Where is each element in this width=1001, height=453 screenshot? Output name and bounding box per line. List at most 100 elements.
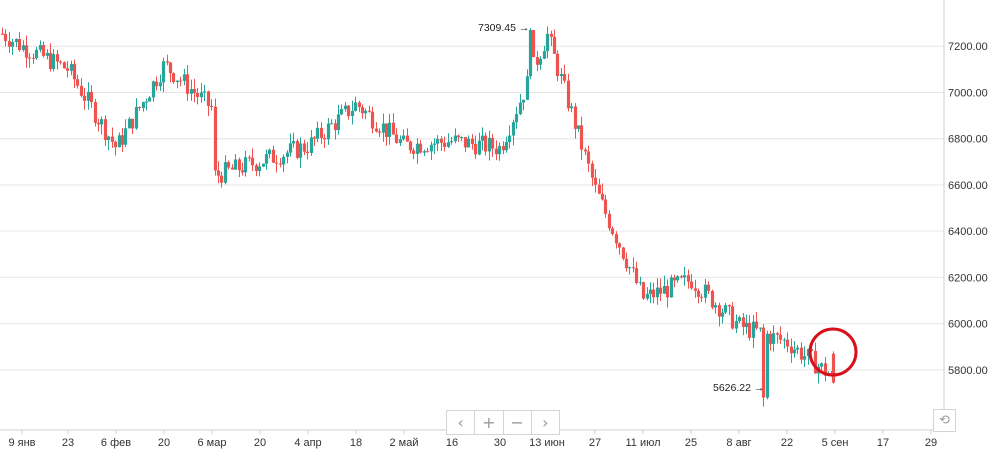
candle-body	[607, 213, 612, 229]
candle-body	[333, 123, 338, 131]
candle-body	[110, 136, 115, 142]
candle-body	[751, 321, 756, 338]
candle-body	[96, 122, 101, 125]
reset-zoom-button[interactable]: ⟲	[933, 409, 956, 432]
candle-body	[377, 131, 382, 133]
undo-icon: ⟲	[939, 413, 950, 428]
candle-body	[322, 137, 327, 140]
candle-body	[360, 107, 365, 114]
candle-body	[600, 193, 605, 200]
candle-body	[662, 285, 667, 294]
candle-body	[130, 118, 135, 129]
candle-body	[144, 101, 149, 103]
candle-body	[665, 285, 670, 298]
candle-body	[398, 139, 403, 143]
candle-body	[257, 166, 262, 172]
candle-body	[494, 148, 499, 155]
candle-body	[597, 184, 602, 194]
candle-body	[154, 81, 159, 87]
candle-body	[199, 92, 204, 98]
candle-body	[117, 135, 122, 148]
x-tick-label: 6 мар	[198, 437, 227, 449]
candle-body	[264, 154, 269, 164]
candle-body	[549, 33, 554, 37]
zoom-toolbar: ‹ + − ›	[446, 410, 560, 435]
candle-body	[343, 105, 348, 110]
candle-body	[271, 149, 276, 163]
candle-body	[370, 111, 375, 129]
candle-body	[518, 102, 523, 115]
candle-body	[302, 143, 307, 152]
candle-body	[459, 137, 464, 139]
candle-body	[703, 284, 708, 298]
candle-body	[326, 123, 331, 140]
candle-body	[737, 317, 742, 322]
candle-body	[744, 322, 749, 327]
candle-body	[425, 151, 430, 153]
candle-body	[216, 170, 221, 176]
candle-body	[651, 289, 656, 298]
candle-body	[813, 350, 818, 374]
candle-body	[230, 167, 235, 170]
zoom-out-button[interactable]: −	[504, 411, 532, 434]
plus-icon: +	[482, 413, 496, 432]
candle-body	[120, 135, 125, 145]
candle-body	[531, 30, 536, 58]
scroll-left-button[interactable]: ‹	[447, 411, 476, 434]
candle-body	[374, 128, 379, 132]
candle-body	[501, 145, 506, 151]
x-tick-label: 20	[254, 437, 266, 449]
x-tick-label: 16	[446, 437, 458, 449]
candle-body	[470, 138, 475, 144]
candle-body	[339, 109, 344, 115]
candle-body	[312, 137, 317, 139]
candle-body	[723, 305, 728, 313]
candle-body	[401, 135, 406, 140]
candle-body	[463, 137, 468, 148]
candle-body	[38, 45, 43, 50]
candle-body	[415, 143, 420, 154]
candle-body	[62, 62, 67, 69]
candle-body	[768, 333, 773, 344]
x-tick-label: 5 сен	[822, 437, 849, 449]
candle-body	[151, 81, 156, 98]
candle-body	[58, 61, 63, 63]
candle-body	[367, 110, 372, 112]
candle-body	[490, 137, 495, 149]
candle-body	[658, 287, 663, 294]
candle-body	[648, 289, 653, 294]
candle-body	[281, 156, 286, 165]
candle-body	[466, 138, 471, 148]
candle-body	[487, 137, 492, 152]
zoom-in-button[interactable]: +	[475, 411, 504, 434]
candle-body	[638, 282, 643, 284]
candle-body	[477, 140, 482, 155]
candle-body	[617, 243, 622, 248]
candle-body	[449, 141, 454, 143]
candle-body	[686, 275, 691, 282]
candle-body	[593, 177, 598, 185]
candle-body	[799, 347, 804, 360]
candle-body	[576, 125, 581, 129]
candle-body	[48, 52, 53, 70]
candle-body	[394, 134, 399, 143]
candle-body	[346, 105, 351, 117]
candle-body	[655, 287, 660, 298]
candle-body	[288, 143, 293, 153]
candle-body	[175, 80, 180, 83]
candle-body	[446, 142, 451, 147]
candle-body	[521, 99, 526, 103]
candle-body	[583, 149, 588, 152]
x-tick-label: 20	[158, 437, 170, 449]
candle-body	[473, 143, 478, 155]
candle-body	[483, 135, 488, 152]
low-annotation: 5626.22 →	[713, 382, 764, 394]
candle-body	[679, 276, 684, 278]
candle-body	[353, 102, 358, 111]
candle-body	[586, 151, 591, 164]
candle-body	[158, 82, 163, 87]
candle-body	[545, 33, 550, 52]
candle-body	[0, 33, 5, 35]
candle-body	[717, 305, 722, 317]
scroll-right-button[interactable]: ›	[532, 411, 559, 434]
